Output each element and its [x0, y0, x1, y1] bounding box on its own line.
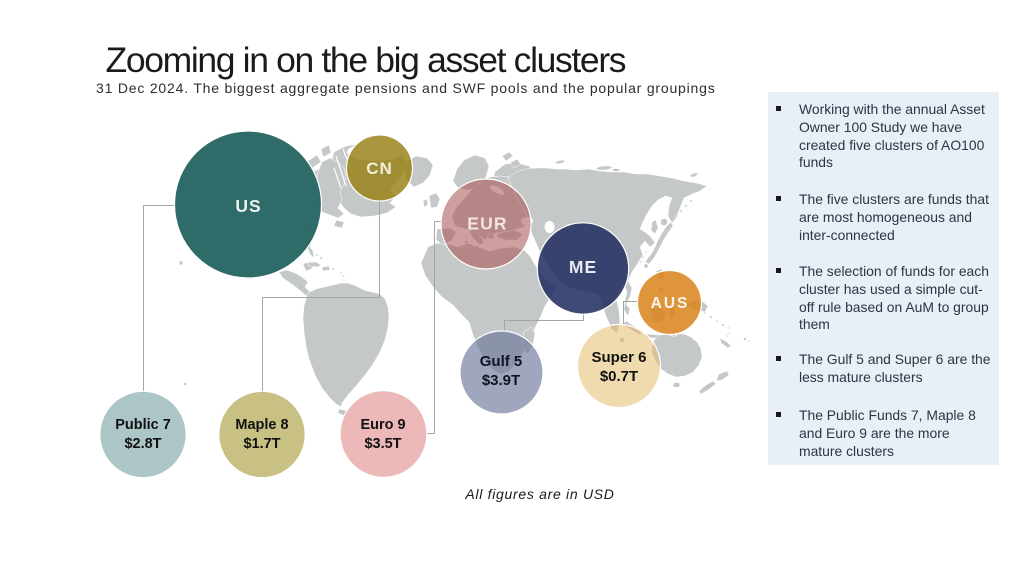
- svg-text:Super 6: Super 6: [591, 349, 646, 366]
- svg-text:AUS: AUS: [651, 295, 690, 312]
- svg-text:$3.5T: $3.5T: [364, 436, 401, 452]
- svg-text:ME: ME: [569, 257, 597, 277]
- svg-text:EUR: EUR: [467, 214, 508, 234]
- svg-text:Gulf 5: Gulf 5: [480, 353, 523, 370]
- svg-text:US: US: [235, 196, 261, 216]
- svg-text:$0.7T: $0.7T: [600, 368, 638, 385]
- svg-text:CN: CN: [366, 159, 393, 178]
- svg-text:$1.7T: $1.7T: [243, 436, 280, 452]
- svg-text:Euro 9: Euro 9: [360, 417, 405, 433]
- svg-text:$3.9T: $3.9T: [482, 372, 520, 389]
- svg-text:Maple 8: Maple 8: [235, 417, 288, 433]
- svg-text:Public 7: Public 7: [115, 417, 171, 433]
- svg-text:$2.8T: $2.8T: [124, 436, 161, 452]
